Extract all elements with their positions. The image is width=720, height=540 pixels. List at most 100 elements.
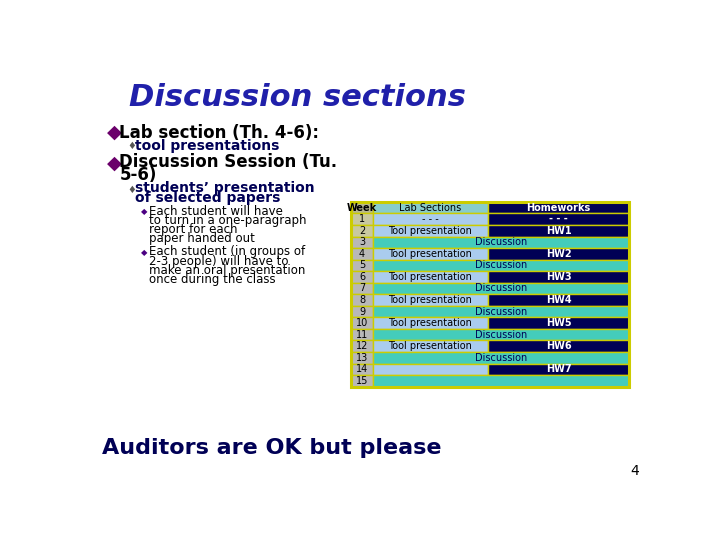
Bar [351, 271, 373, 283]
Bar [373, 225, 487, 237]
Text: - - -: - - - [549, 214, 568, 224]
Text: 1: 1 [359, 214, 365, 224]
Text: 15: 15 [356, 376, 368, 386]
Bar [373, 318, 487, 329]
Text: Tool presentation: Tool presentation [388, 226, 472, 236]
Bar [351, 294, 373, 306]
Text: Discussion Session (Tu.: Discussion Session (Tu. [120, 153, 338, 171]
Text: Tool presentation: Tool presentation [388, 295, 472, 305]
Bar [373, 248, 487, 260]
Text: HW3: HW3 [546, 272, 571, 282]
Text: Tool presentation: Tool presentation [388, 341, 472, 351]
Text: 2-3 people) will have to: 2-3 people) will have to [149, 255, 289, 268]
Text: Each student will have: Each student will have [149, 205, 283, 218]
Text: HW2: HW2 [546, 249, 571, 259]
Bar [351, 283, 373, 294]
Text: HW4: HW4 [546, 295, 571, 305]
Bar [351, 202, 373, 213]
Text: once during the class: once during the class [149, 273, 276, 286]
Text: Tool presentation: Tool presentation [388, 318, 472, 328]
Text: tool presentations: tool presentations [135, 139, 279, 153]
Text: Tool presentation: Tool presentation [388, 249, 472, 259]
Bar [373, 340, 487, 352]
Text: Discussion: Discussion [475, 330, 527, 340]
Text: Discussion: Discussion [475, 260, 527, 271]
Bar [351, 260, 373, 271]
Text: 5-6): 5-6) [120, 166, 157, 184]
Bar [487, 202, 629, 213]
Bar [373, 375, 629, 387]
Bar [351, 329, 373, 340]
Text: ◆: ◆ [107, 123, 122, 142]
Text: 10: 10 [356, 318, 368, 328]
Text: ♦: ♦ [127, 185, 136, 194]
Bar [351, 248, 373, 260]
Text: Tool presentation: Tool presentation [388, 272, 472, 282]
Text: to turn in a one-paragraph: to turn in a one-paragraph [149, 214, 307, 227]
Bar [373, 329, 629, 340]
Text: of selected papers: of selected papers [135, 191, 280, 205]
Bar [487, 363, 629, 375]
Text: ◆: ◆ [107, 154, 122, 173]
Bar [373, 283, 629, 294]
Text: Lab Sections: Lab Sections [399, 202, 462, 213]
Bar [351, 237, 373, 248]
Text: Lab section (Th. 4-6):: Lab section (Th. 4-6): [120, 124, 320, 141]
Bar [351, 363, 373, 375]
Bar [373, 202, 487, 213]
Bar [373, 237, 629, 248]
Text: 5: 5 [359, 260, 365, 271]
Text: - - -: - - - [422, 214, 438, 224]
Bar [373, 363, 487, 375]
Text: 9: 9 [359, 307, 365, 316]
Text: HW1: HW1 [546, 226, 571, 236]
Text: HW5: HW5 [546, 318, 571, 328]
Text: Auditors are OK but please: Auditors are OK but please [102, 438, 441, 458]
Bar [487, 248, 629, 260]
Bar [487, 271, 629, 283]
Bar [351, 225, 373, 237]
Text: 14: 14 [356, 364, 368, 374]
Text: Discussion sections: Discussion sections [129, 83, 466, 112]
Text: 4: 4 [631, 464, 639, 478]
Text: make an oral presentation: make an oral presentation [149, 264, 305, 277]
Bar [487, 213, 629, 225]
Text: 8: 8 [359, 295, 365, 305]
Text: Discussion: Discussion [475, 237, 527, 247]
Text: 12: 12 [356, 341, 368, 351]
Bar [351, 340, 373, 352]
Text: 7: 7 [359, 284, 365, 293]
Text: 6: 6 [359, 272, 365, 282]
Bar [351, 213, 373, 225]
Text: paper handed out: paper handed out [149, 232, 255, 245]
Text: Discussion: Discussion [475, 284, 527, 293]
Text: 11: 11 [356, 330, 368, 340]
Text: 4: 4 [359, 249, 365, 259]
Text: 3: 3 [359, 237, 365, 247]
Bar [487, 318, 629, 329]
Bar [373, 271, 487, 283]
Text: Discussion: Discussion [475, 353, 527, 363]
Text: 13: 13 [356, 353, 368, 363]
Bar [487, 340, 629, 352]
Text: Discussion: Discussion [475, 307, 527, 316]
Bar [487, 294, 629, 306]
Text: ♦: ♦ [127, 141, 136, 151]
Text: students’ presentation: students’ presentation [135, 181, 315, 195]
Bar [373, 306, 629, 318]
Text: HW6: HW6 [546, 341, 571, 351]
Bar [351, 306, 373, 318]
Text: ◆: ◆ [141, 248, 148, 257]
Text: ◆: ◆ [141, 207, 148, 217]
Bar [351, 202, 629, 387]
Bar [373, 213, 487, 225]
Text: Homeworks: Homeworks [526, 202, 590, 213]
Bar [373, 352, 629, 363]
Text: Each student (in groups of: Each student (in groups of [149, 245, 305, 259]
Bar [351, 318, 373, 329]
Text: 2: 2 [359, 226, 365, 236]
Bar [373, 260, 629, 271]
Bar [373, 294, 487, 306]
Text: Week: Week [347, 202, 377, 213]
Bar [351, 375, 373, 387]
